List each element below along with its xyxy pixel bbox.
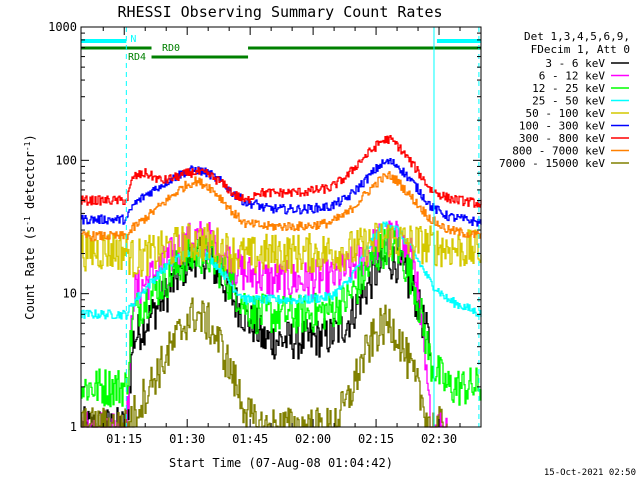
legend: Det 1,3,4,5,6,9, FDecim 1, Att 0 3 - 6 k… (499, 30, 630, 170)
plot-frame (80, 26, 482, 428)
y-axis: 1 10 100 1000 (48, 20, 481, 434)
rd4-flag-label: RD4 (128, 52, 146, 63)
legend-label-50-100-kev: 50 - 100 keV (526, 107, 606, 120)
legend-label-6-12-kev: 6 - 12 keV (539, 70, 606, 83)
x-tick-label: 01:30 (169, 432, 205, 446)
y-axis-label-mid: detector (23, 151, 37, 216)
legend-label-100-300-kev: 100 - 300 keV (519, 120, 605, 133)
y-tick-label: 1000 (48, 20, 77, 34)
y-axis-label-sup2: -1 (23, 141, 32, 151)
rd0-flag-label: RD0 (162, 43, 180, 54)
legend-header-line-2: FDecim 1, Att 0 (531, 43, 630, 56)
series-line-12-25-kev (81, 226, 482, 408)
x-tick-label: 02:30 (421, 432, 457, 446)
legend-label-3-6-kev: 3 - 6 keV (545, 57, 605, 70)
legend-header-line-1: Det 1,3,4,5,6,9, (524, 30, 630, 43)
legend-label-300-800-kev: 300 - 800 keV (519, 132, 605, 145)
chart-title: RHESSI Observing Summary Count Rates (117, 3, 442, 21)
y-axis-label-sup1: -1 (23, 216, 32, 226)
y-axis-label: Count Rate (s-1 detector-1) (23, 134, 38, 319)
series-line-800-7000-kev (81, 171, 482, 242)
legend-label-7000-15000-kev: 7000 - 15000 keV (499, 157, 605, 170)
y-tick-label: 1 (70, 420, 77, 434)
y-axis-label-end: ) (23, 134, 37, 141)
annotation-flags: N RD0 RD4 (81, 34, 481, 63)
y-tick-label: 100 (55, 153, 77, 167)
x-tick-label: 02:00 (295, 432, 331, 446)
series-line-50-100-kev (81, 222, 482, 278)
annotation-lines (80, 27, 480, 427)
series-line-100-300-kev (81, 157, 482, 227)
x-tick-label: 02:15 (358, 432, 394, 446)
n-flag-label: N (130, 34, 136, 45)
generation-timestamp: 15-Oct-2021 02:50 (544, 468, 636, 478)
series-layer (81, 135, 482, 428)
x-tick-label: 01:45 (232, 432, 268, 446)
x-axis-label: Start Time (07-Aug-08 01:04:42) (169, 456, 393, 470)
legend-label-12-25-kev: 12 - 25 keV (532, 82, 605, 95)
legend-label-25-50-kev: 25 - 50 keV (532, 95, 605, 108)
x-axis: 01:15 01:30 01:45 02:00 02:15 02:30 (102, 27, 461, 446)
series-line-7000-15000-kev (81, 297, 448, 428)
x-tick-label: 01:15 (106, 432, 142, 446)
y-tick-label: 10 (63, 287, 77, 301)
series-line-300-800-kev (81, 135, 482, 208)
legend-label-800-7000-kev: 800 - 7000 keV (512, 145, 605, 158)
y-axis-label-main: Count Rate (s (23, 226, 37, 320)
